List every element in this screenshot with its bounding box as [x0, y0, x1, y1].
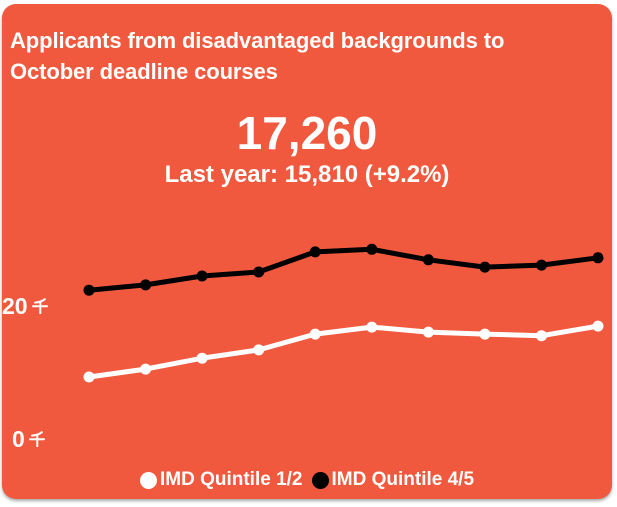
data-point[interactable] [479, 328, 491, 340]
thousand-character-icon [31, 298, 48, 314]
y-tick-20-number: 20 [2, 293, 28, 319]
line-series-0 [86, 323, 601, 380]
data-point[interactable] [253, 266, 265, 278]
line-chart[interactable] [2, 4, 612, 499]
data-point[interactable] [366, 243, 378, 255]
legend-label: IMD Quintile 4/5 [331, 469, 475, 490]
data-point[interactable] [422, 254, 434, 266]
chart-legend: IMD Quintile 1/2 IMD Quintile 4/5 [2, 468, 612, 492]
data-point[interactable] [196, 352, 208, 364]
data-point[interactable] [479, 261, 491, 273]
data-point[interactable] [253, 344, 265, 356]
y-axis-tick-20k: 20 [2, 292, 48, 320]
data-point[interactable] [592, 320, 604, 332]
data-point[interactable] [196, 270, 208, 282]
data-point[interactable] [140, 279, 152, 291]
legend-item-imd-quintile-1-2[interactable]: IMD Quintile 1/2 [139, 468, 303, 492]
thousand-character-icon [28, 431, 45, 447]
legend-label: IMD Quintile 1/2 [159, 469, 303, 490]
headline-value: 17,260 [236, 107, 378, 159]
data-point[interactable] [309, 246, 321, 258]
y-tick-0-number: 0 [12, 426, 25, 452]
legend-marker-black-circle [311, 471, 329, 489]
line-series-1 [86, 246, 601, 293]
kpi-card: Applicants from disadvantaged background… [2, 4, 612, 499]
legend-item-imd-quintile-4-5[interactable]: IMD Quintile 4/5 [311, 468, 475, 492]
data-point[interactable] [309, 328, 321, 340]
card-title: Applicants from disadvantaged background… [10, 28, 505, 84]
data-point[interactable] [536, 259, 547, 271]
data-point[interactable] [592, 252, 604, 264]
data-point[interactable] [140, 363, 152, 375]
data-point[interactable] [422, 326, 434, 338]
data-point[interactable] [83, 371, 95, 383]
data-point[interactable] [536, 330, 547, 342]
legend-marker-white-circle [139, 471, 157, 489]
last-year-comparison: Last year: 15,810 (+9.2%) [164, 161, 450, 188]
data-point[interactable] [83, 284, 95, 296]
data-point[interactable] [366, 321, 378, 333]
y-axis-tick-0k: 0 [12, 425, 45, 453]
